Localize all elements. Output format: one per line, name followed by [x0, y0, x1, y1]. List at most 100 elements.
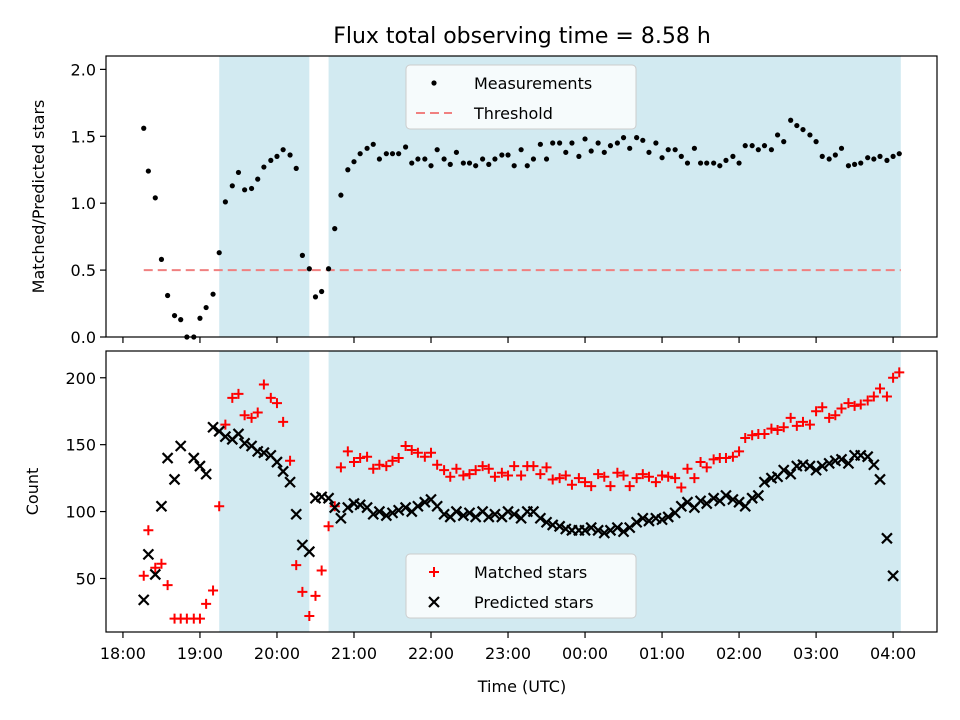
- data-point: [678, 153, 684, 159]
- y-tick-label: 2.0: [71, 60, 96, 79]
- data-point: [439, 465, 450, 476]
- data-point: [824, 412, 835, 423]
- data-point: [761, 143, 768, 149]
- data-point: [142, 548, 155, 561]
- data-point: [412, 500, 424, 512]
- data-point: [877, 153, 883, 159]
- y-tick-label: 0.0: [71, 328, 96, 347]
- data-point: [855, 399, 866, 410]
- data-point: [303, 545, 316, 558]
- data-point: [582, 136, 588, 142]
- data-point: [162, 580, 173, 591]
- data-point: [656, 513, 668, 526]
- series-matched-stars: [138, 367, 905, 624]
- data-point: [689, 473, 700, 484]
- data-point: [469, 511, 482, 523]
- data-point: [620, 135, 627, 141]
- data-point: [524, 163, 530, 169]
- data-point: [807, 132, 813, 138]
- data-point: [794, 122, 800, 129]
- data-point: [838, 145, 845, 151]
- data-point: [887, 570, 899, 582]
- data-point: [717, 163, 723, 169]
- y-axis-label: Matched/Predicted stars: [29, 100, 48, 294]
- data-point: [707, 492, 720, 504]
- bottom-panel: 50 100 150 200 18:00 19:00 20:00 21:00 22:00 23:0…: [23, 350, 938, 663]
- data-point: [788, 117, 794, 123]
- data-point: [453, 149, 460, 155]
- data-point: [752, 489, 765, 502]
- data-point: [830, 410, 841, 421]
- data-point: [637, 469, 648, 480]
- data-point: [637, 512, 649, 525]
- data-point: [797, 416, 808, 427]
- data-point: [304, 610, 315, 621]
- data-point: [759, 428, 770, 439]
- data-point: [368, 463, 379, 474]
- data-point: [306, 266, 312, 272]
- data-point: [348, 457, 359, 468]
- data-point: [557, 140, 563, 146]
- data-point: [550, 140, 556, 146]
- data-point: [623, 521, 636, 534]
- data-point: [242, 187, 248, 193]
- data-point: [293, 165, 299, 171]
- data-point: [746, 492, 758, 504]
- data-point: [723, 157, 729, 163]
- y-tick-label: 100: [65, 503, 96, 522]
- data-point: [894, 367, 905, 378]
- data-point: [701, 462, 712, 473]
- data-point: [730, 153, 736, 159]
- data-point: [811, 406, 822, 417]
- y-tick-label: 200: [65, 369, 96, 388]
- data-point: [370, 141, 376, 147]
- data-point: [618, 470, 629, 481]
- data-point: [354, 499, 366, 511]
- data-point: [569, 140, 575, 146]
- data-point: [791, 420, 802, 431]
- data-point: [607, 143, 614, 149]
- legend-marker-x: [428, 596, 440, 608]
- legend: Matched stars Predicted stars: [405, 553, 637, 619]
- data-point: [470, 465, 481, 476]
- data-point: [387, 455, 398, 466]
- data-point: [598, 527, 611, 539]
- data-point: [547, 474, 558, 485]
- data-point: [650, 477, 661, 488]
- data-point: [543, 156, 550, 162]
- data-point: [766, 423, 777, 434]
- data-point: [201, 598, 212, 609]
- data-point: [540, 516, 553, 529]
- data-point: [528, 461, 539, 472]
- data-point: [319, 288, 325, 295]
- data-point: [149, 568, 162, 581]
- data-point: [396, 151, 402, 157]
- data-point: [573, 473, 584, 484]
- data-point: [299, 252, 305, 258]
- data-point: [422, 156, 428, 162]
- data-point: [373, 505, 386, 518]
- data-point: [843, 398, 854, 409]
- data-point: [197, 315, 203, 321]
- data-point: [214, 501, 225, 512]
- data-point: [393, 453, 404, 464]
- data-point: [451, 463, 462, 474]
- data-point: [362, 451, 373, 462]
- data-point: [165, 292, 171, 299]
- data-point: [643, 471, 654, 482]
- data-point: [593, 469, 604, 480]
- data-point: [720, 453, 731, 464]
- data-point: [291, 560, 302, 571]
- data-point: [659, 155, 665, 161]
- data-point: [367, 508, 380, 521]
- data-point: [252, 407, 263, 418]
- data-point: [457, 509, 470, 522]
- data-point: [804, 460, 816, 472]
- data-point: [868, 391, 879, 402]
- data-point: [381, 461, 392, 472]
- data-point: [374, 459, 385, 470]
- legend-label: Predicted stars: [474, 593, 594, 612]
- data-point: [670, 473, 681, 484]
- data-point: [284, 476, 296, 488]
- data-point: [261, 164, 267, 170]
